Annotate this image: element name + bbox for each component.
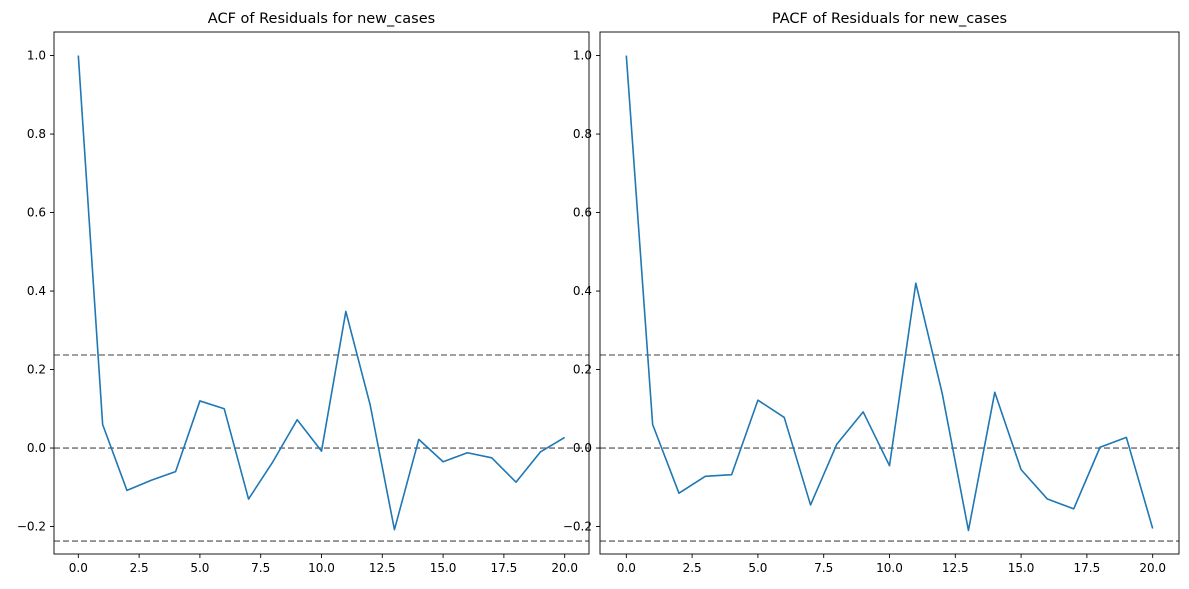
- pacf-x-tick-label: 15.0: [1008, 561, 1035, 575]
- pacf-y-tick-label: 0.6: [573, 206, 592, 220]
- acf-x-tick-label: 10.0: [308, 561, 335, 575]
- pacf-x-tick-label: 12.5: [942, 561, 969, 575]
- pacf-y-tick-label: 0.0: [573, 441, 592, 455]
- acf-x-tick-label: 17.5: [491, 561, 518, 575]
- pacf-y-tick-label: 0.4: [573, 284, 592, 298]
- acf-x-tick-label: 7.5: [251, 561, 270, 575]
- acf-y-tick-label: 0.0: [27, 441, 46, 455]
- acf-x-tick-label: 0.0: [69, 561, 88, 575]
- acf-y-tick-label: −0.2: [17, 520, 46, 534]
- pacf-x-tick-label: 10.0: [876, 561, 903, 575]
- acf-x-tick-label: 15.0: [430, 561, 457, 575]
- pacf-series-line: [625, 55, 1154, 532]
- pacf-x-tick-label: 0.0: [617, 561, 636, 575]
- acf-panel: ACF of Residuals for new_cases 0.0 2.5 5.0 7…: [17, 11, 590, 575]
- pacf-x-tick-label: 7.5: [814, 561, 833, 575]
- pacf-x-tick-label: 5.0: [748, 561, 767, 575]
- acf-y-tick-label: 0.8: [27, 127, 46, 141]
- pacf-y-tick-label: 0.8: [573, 127, 592, 141]
- acf-x-tick-label: 5.0: [190, 561, 209, 575]
- pacf-x-tick-label: 17.5: [1074, 561, 1101, 575]
- acf-title: ACF of Residuals for new_cases: [208, 11, 435, 27]
- acf-y-tick-label: 0.2: [27, 363, 46, 377]
- pacf-x-tick-label: 20.0: [1139, 561, 1166, 575]
- pacf-y-tick-label: 0.2: [573, 363, 592, 377]
- pacf-title: PACF of Residuals for new_cases: [772, 11, 1007, 27]
- acf-y-tick-label: 1.0: [27, 49, 46, 63]
- pacf-x-tick-label: 2.5: [683, 561, 702, 575]
- acf-x-tick-label: 20.0: [551, 561, 578, 575]
- acf-series-line: [77, 55, 566, 531]
- pacf-y-tick-label: 1.0: [573, 49, 592, 63]
- acf-y-tick-label: 0.4: [27, 284, 46, 298]
- pacf-axes-frame: [599, 31, 1180, 555]
- pacf-y-tick-label: −0.2: [563, 520, 592, 534]
- acf-y-tick-label: 0.6: [27, 206, 46, 220]
- acf-x-tick-label: 2.5: [130, 561, 149, 575]
- pacf-panel: PACF of Residuals for new_cases 0.0 2.5 5.0…: [563, 11, 1180, 575]
- acf-x-tick-label: 12.5: [369, 561, 396, 575]
